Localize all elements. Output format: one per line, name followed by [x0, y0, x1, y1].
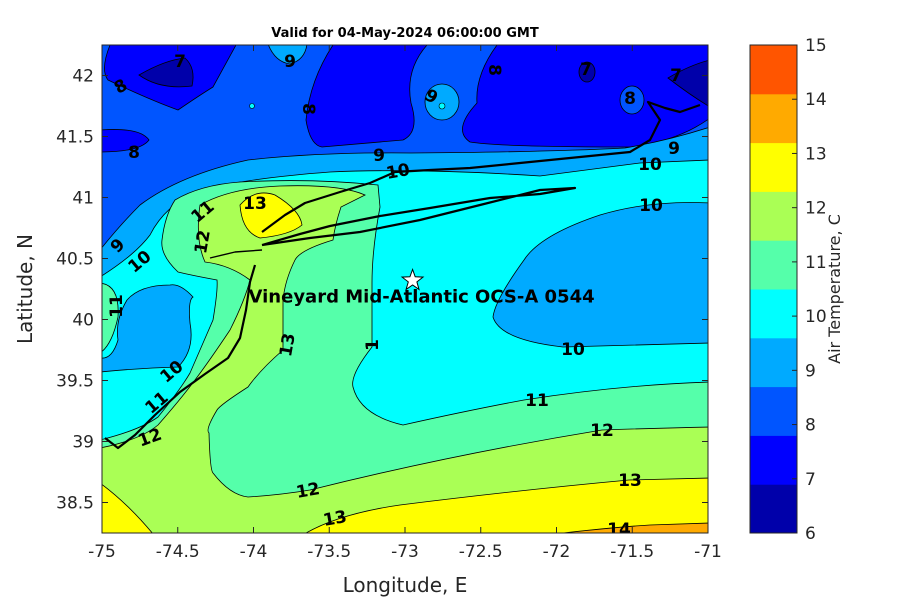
y-tick-label: 38.5 [56, 494, 94, 514]
contour-label: 10 [561, 340, 585, 360]
y-tick-label: 42 [72, 67, 94, 87]
x-tick-label: -74 [240, 542, 268, 562]
chart-title: Valid for 04-May-2024 06:00:00 GMT [271, 26, 539, 41]
band-14-15 [559, 522, 708, 533]
colorbar-swatch [750, 386, 797, 436]
contour-label: 7 [580, 60, 592, 80]
y-tick-label: 41 [72, 189, 94, 209]
band-9-10-pocket-right [492, 202, 708, 348]
contour-label: 13 [276, 332, 300, 359]
coastline-connecticut [261, 100, 701, 233]
band-7-8-left [102, 129, 150, 153]
x-tick-label: -72.5 [459, 542, 503, 562]
band-13-14 [305, 477, 708, 533]
contour-label: 9 [373, 146, 385, 166]
band-9-10-dot [249, 103, 255, 109]
colorbar-tick-label: 7 [805, 470, 816, 490]
contour-label: 10 [385, 160, 412, 184]
colorbar-tick-label: 9 [805, 361, 816, 381]
contour-label: 12 [295, 479, 322, 503]
colorbar-tick-label: 12 [805, 199, 827, 219]
contour-label: 14 [607, 520, 631, 540]
site-annotation-label: Vineyard Mid-Atlantic OCS-A 0544 [249, 286, 595, 307]
band-13-14-sw [102, 484, 153, 533]
colorbar-tick-label: 11 [805, 253, 827, 273]
colorbar-swatch [750, 45, 797, 95]
colorbar-swatch [750, 93, 797, 144]
contour-label: 12 [590, 421, 614, 441]
band-10-11-dot [438, 102, 446, 110]
coastline [104, 100, 701, 450]
colorbar-frame [749, 44, 798, 534]
band-9-10-pocket-left [102, 284, 194, 373]
contour-label: 12 [191, 229, 215, 256]
contour-label: 13 [243, 194, 267, 214]
contour-label: 7 [670, 66, 682, 86]
band-6-7-right [578, 61, 596, 83]
y-tick-label: 41.5 [56, 128, 94, 148]
band-6-7-topleft [138, 57, 194, 88]
contour-label: 8 [128, 143, 140, 163]
band-7-8-center [305, 45, 428, 148]
colorbar-swatch [750, 240, 797, 290]
contour-label: 9 [284, 52, 296, 72]
colorbar-label: Air Temperature, C [825, 214, 844, 364]
colorbar-swatch [750, 435, 797, 485]
band-6-7-corner [667, 60, 708, 107]
contour-label: 11 [525, 391, 549, 411]
colorbar-tick-label: 8 [805, 416, 816, 436]
band-13-14-li [239, 192, 303, 239]
colorbar-swatch [750, 142, 797, 192]
contour-label: 9 [668, 139, 680, 159]
y-tick-label: 39.5 [56, 372, 94, 392]
colorbar-swatch [750, 191, 797, 241]
band-9-10-blob [424, 83, 460, 121]
colorbar-swatch [750, 289, 797, 339]
colorbar-tick-label: 13 [805, 144, 827, 164]
coastline-inland [209, 249, 263, 259]
axis-ticks: -75 -74.5 -74 -73.5 -73 -72.5 -72 -71.5 -71 38.5 3… [56, 45, 722, 562]
band-9-10-top [268, 45, 308, 65]
contour-label: 13 [322, 507, 349, 531]
y-tick-label: 40 [72, 311, 94, 331]
x-tick-label: -71 [694, 542, 722, 562]
contour-label: 10 [638, 155, 662, 175]
contour-label: 8 [484, 64, 504, 76]
colorbar-tick-label: 10 [805, 307, 827, 327]
band-7-8-right [462, 45, 708, 148]
contour-label: 11 [107, 294, 127, 318]
contour-label: 8 [624, 89, 636, 109]
y-axis-label: Latitude, N [13, 234, 37, 344]
x-tick-label: -75 [88, 542, 116, 562]
plot-area: 7 9 8 9 8 7 7 8 8 8 9 10 9 10 10 13 11 1… [102, 45, 708, 540]
colorbar-tick-label: 6 [805, 524, 816, 544]
x-tick-label: -74.5 [156, 542, 200, 562]
band-8-9-patch [619, 85, 645, 115]
colorbar-swatch [750, 337, 797, 388]
y-tick-label: 40.5 [56, 250, 94, 270]
colorbar: 6 7 8 9 10 11 12 13 14 15 [749, 36, 827, 544]
coastline-long-island [261, 186, 577, 247]
site-star-marker [400, 268, 425, 291]
contour-label: 10 [639, 196, 663, 216]
x-tick-label: -73 [391, 542, 419, 562]
contour-label: 8 [298, 103, 318, 115]
contour-label: 1 [363, 339, 383, 351]
x-tick-label: -72 [543, 542, 571, 562]
band-11-12-strip-left [102, 283, 119, 352]
colorbar-swatch [750, 484, 797, 534]
contour-label: 7 [174, 52, 186, 72]
y-tick-label: 39 [72, 433, 94, 453]
coastline-new-jersey [104, 264, 257, 450]
colorbar-tick-label: 14 [805, 90, 827, 110]
x-tick-label: -73.5 [307, 542, 351, 562]
x-axis-label: Longitude, E [343, 573, 468, 597]
x-tick-label: -71.5 [610, 542, 654, 562]
contour-label: 13 [618, 471, 642, 491]
colorbar-tick-label: 15 [805, 36, 827, 56]
